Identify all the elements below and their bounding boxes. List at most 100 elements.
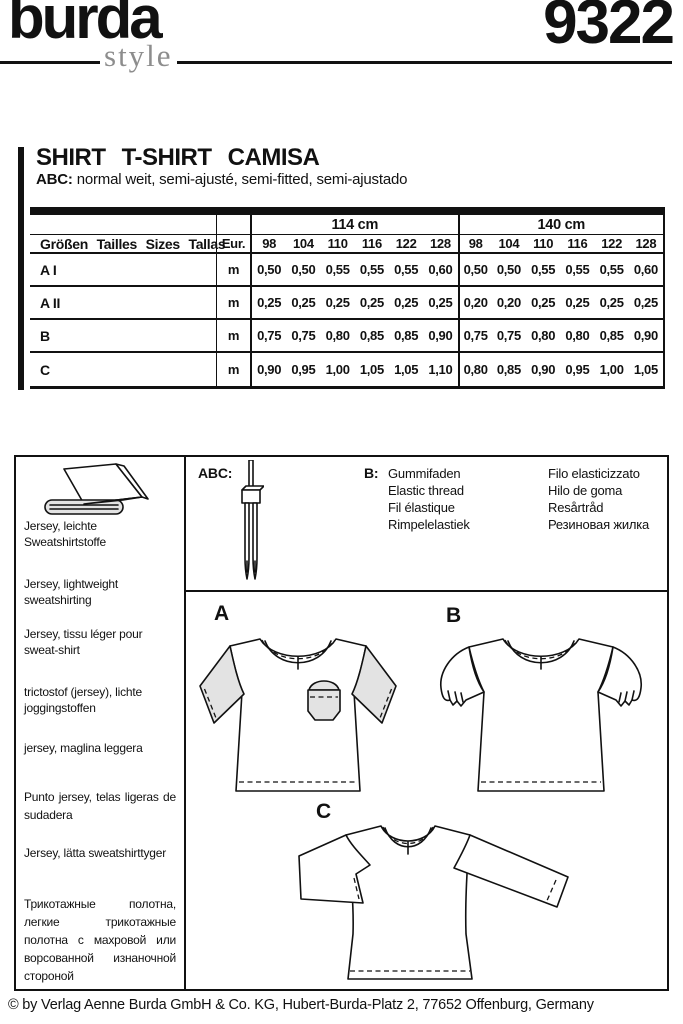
- yardage-cell: 0,90: [531, 362, 556, 377]
- table-corner: [217, 215, 252, 235]
- fabric-text-sv: Jersey, lätta sweatshirttyger: [24, 846, 167, 860]
- view-row-label: A I: [30, 254, 217, 287]
- brand-logo-sub: style: [100, 40, 177, 71]
- view-a-label: A: [214, 602, 229, 625]
- size-table: 114 cm 140 cm Größen Tailles Sizes Tallas E…: [30, 207, 665, 389]
- yardage-cell: 0,55: [354, 254, 389, 287]
- yardage-cell: 0,85: [389, 320, 424, 353]
- size-header: 98: [252, 235, 287, 254]
- yardage-cell: 0,85: [354, 320, 389, 353]
- shirt-c-drawing: [298, 825, 569, 980]
- yardage-cell: 0,75: [457, 320, 492, 353]
- size-header: 110: [526, 235, 561, 254]
- yardage-cell: 0,60: [628, 254, 663, 287]
- yardage-cell: 0,20: [457, 287, 492, 320]
- yardage-cell: 1,10: [428, 362, 453, 377]
- unit-cell: m: [217, 320, 252, 353]
- views-area: A B C II I: [186, 592, 667, 989]
- table-corner: [30, 215, 217, 235]
- size-header: 128: [423, 235, 458, 254]
- view-b-label: B: [446, 604, 461, 627]
- yardage-cell: 0,85: [496, 362, 521, 377]
- yardage-cell: 0,55: [320, 254, 355, 287]
- shirt-b-drawing: [440, 638, 642, 792]
- yardage-cell: 0,55: [594, 254, 629, 287]
- size-header: 104: [286, 235, 321, 254]
- b-notions-col1: Gummifaden Elastic thread Fil élastique …: [388, 466, 470, 532]
- view-row-label: C: [30, 353, 217, 386]
- yardage-cell: 0,25: [423, 287, 458, 320]
- yardage-cell: 0,60: [423, 254, 458, 287]
- fabric-text-it: jersey, maglina leggera: [24, 741, 143, 755]
- pattern-number: 9322: [543, 0, 675, 57]
- b-notions-col2: Filo elasticizzato Hilo de goma Resårtrå…: [548, 466, 650, 532]
- yardage-cell: 0,25: [286, 287, 321, 320]
- yardage-cell: 0,55: [526, 254, 561, 287]
- fabric-text-nl: trictostof (jersey), lichte joggingstoff…: [24, 685, 142, 715]
- unit-cell: m: [217, 287, 252, 320]
- yardage-cell: 0,50: [252, 254, 287, 287]
- yardage-cell: 1,00: [599, 362, 624, 377]
- yardage-cell: 0,25: [252, 287, 287, 320]
- fit-text: normal weit, semi-ajusté, semi-fitted, s…: [76, 171, 408, 188]
- yardage-cell: 0,80: [560, 320, 595, 353]
- yardage-cell: 1,05: [359, 362, 384, 377]
- size-header: 122: [389, 235, 424, 254]
- page-title: SHIRT T-SHIRT CAMISA: [36, 144, 320, 171]
- yardage-cell: 0,90: [423, 320, 458, 353]
- fit-description: ABC: normal weit, semi-ajusté, semi-fitte…: [36, 171, 407, 188]
- yardage-cell: 0,25: [354, 287, 389, 320]
- size-header: 104: [491, 235, 526, 254]
- twin-needle-icon: [241, 460, 264, 580]
- brand-logo: burda: [8, 0, 163, 51]
- notions-cell: ABC: B: Gummifaden Elastic thread Fil él…: [186, 457, 667, 592]
- yardage-cell: 0,95: [291, 362, 316, 377]
- yardage-cell: 1,05: [633, 362, 658, 377]
- fabric-text-en: Jersey, lightweight sweatshirting: [24, 577, 119, 607]
- width-group-header: 114 cm: [252, 215, 458, 235]
- yardage-cell: 0,25: [320, 287, 355, 320]
- yardage-cell: 0,55: [560, 254, 595, 287]
- width-group-header: 140 cm: [457, 215, 663, 235]
- yardage-cell: 0,50: [286, 254, 321, 287]
- abc-needle-label: ABC:: [198, 465, 233, 481]
- yardage-cell: 0,80: [457, 353, 492, 386]
- unit-cell: m: [217, 254, 252, 287]
- yardage-cell: 0,90: [257, 362, 282, 377]
- yardage-cell: 1,05: [394, 362, 419, 377]
- size-header: 116: [354, 235, 389, 254]
- yardage-cell: 0,75: [252, 320, 287, 353]
- fabric-column: Jersey, leichte Sweatshirtstoffe Jersey,…: [16, 457, 186, 989]
- shirt-a-drawing: [199, 638, 397, 792]
- yardage-cell: 0,85: [594, 320, 629, 353]
- yardage-cell: 0,20: [491, 287, 526, 320]
- yardage-cell: 0,55: [389, 254, 424, 287]
- fit-views-label: ABC:: [36, 171, 73, 188]
- yardage-cell: 0,80: [526, 320, 561, 353]
- view-row-label: A II: [30, 287, 217, 320]
- info-box: Jersey, leichte Sweatshirtstoffe Jersey,…: [14, 455, 669, 991]
- fabric-bolt-icon: [44, 463, 149, 515]
- size-header: 98: [457, 235, 492, 254]
- yardage-cell: 0,90: [628, 320, 663, 353]
- unit-header: Eur.: [217, 235, 252, 254]
- unit-cell: m: [217, 353, 252, 386]
- yardage-cell: 0,80: [320, 320, 355, 353]
- yardage-cell: 0,95: [565, 362, 590, 377]
- fabric-text-fr: Jersey, tissu léger pour sweat-shirt: [24, 627, 143, 657]
- size-header: 128: [628, 235, 663, 254]
- size-row-header: Größen Tailles Sizes Tallas: [30, 235, 226, 254]
- title-left-bar: [18, 147, 24, 390]
- yardage-cell: 0,25: [526, 287, 561, 320]
- view-c-label: C: [316, 800, 331, 823]
- yardage-cell: 0,25: [594, 287, 629, 320]
- size-header: 116: [560, 235, 595, 254]
- yardage-cell: 0,75: [286, 320, 321, 353]
- yardage-cell: 0,50: [457, 254, 492, 287]
- copyright-line: © by Verlag Aenne Burda GmbH & Co. KG, H…: [8, 997, 594, 1013]
- fabric-text-de: Jersey, leichte Sweatshirtstoffe: [24, 519, 106, 549]
- view-row-label: B: [30, 320, 217, 353]
- header-rule: [0, 61, 672, 64]
- yardage-cell: 0,50: [491, 254, 526, 287]
